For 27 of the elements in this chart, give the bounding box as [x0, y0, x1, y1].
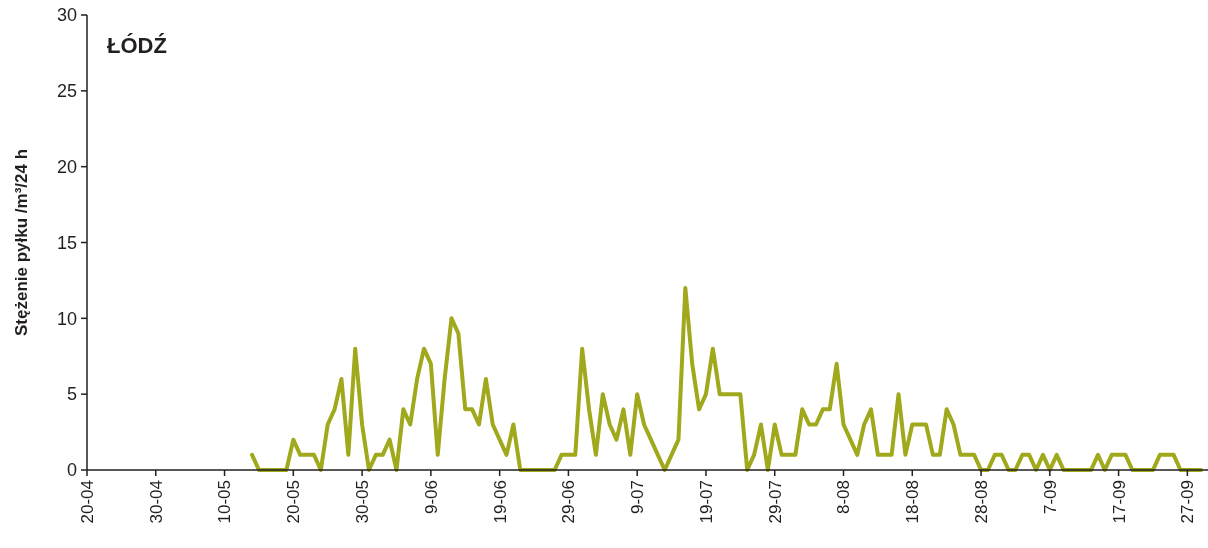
text: ŁÓDŹ: [107, 33, 167, 58]
x-tick-label: 8-08: [834, 480, 854, 515]
x-tick-label: 20-05: [284, 480, 304, 524]
x-tick-label: 29-06: [559, 480, 579, 524]
line-series: [250, 286, 1204, 472]
x-tick-label: 9-06: [421, 480, 441, 515]
x-tick-label: 20-04: [77, 480, 97, 524]
x-tick-label: 9-07: [628, 480, 648, 515]
x-tick-label: 19-07: [696, 480, 716, 524]
x-tick-label: 19-06: [490, 480, 510, 524]
y-tick-label: 25: [56, 81, 77, 102]
x-tick-label: 28-08: [972, 480, 991, 524]
x-tick-label: 18-08: [903, 480, 923, 524]
y-tick-label: 30: [56, 5, 77, 26]
x-tick-label: 30-05: [353, 480, 373, 524]
x-tick-label: 29-07: [765, 480, 785, 524]
x-tick-label: 30-04: [146, 480, 166, 524]
y-tick-label: 5: [66, 384, 77, 405]
y-axis-title: Stężenie pyłku /m³/24 h: [12, 148, 31, 337]
y-tick-label: 20: [56, 156, 77, 177]
x-tick-label: 7-09: [1040, 480, 1060, 515]
y-tick-label: 10: [56, 308, 77, 329]
y-tick-label: 0: [66, 460, 77, 481]
x-tick-label: 27-09: [1178, 480, 1198, 524]
y-tick-label: 15: [56, 232, 77, 253]
x-tick-label: 10-05: [215, 480, 235, 524]
x-tick-label: 17-09: [1109, 480, 1129, 524]
